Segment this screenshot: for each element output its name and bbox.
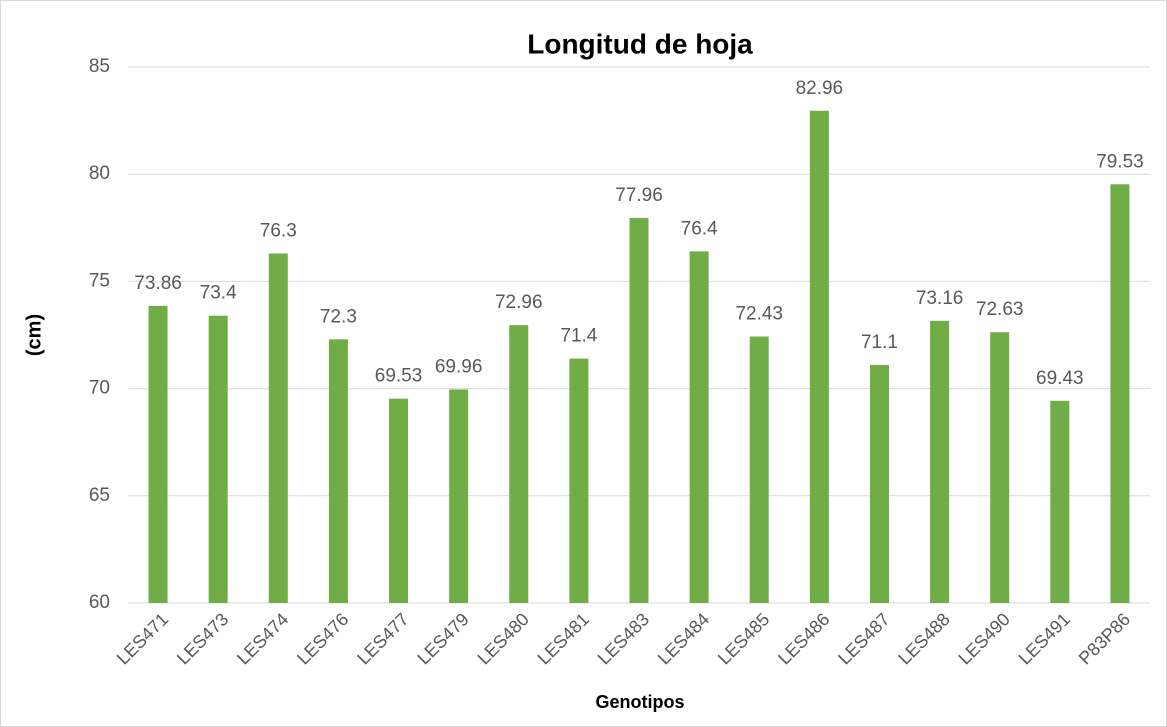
- value-label: 73.4: [200, 283, 237, 304]
- value-label: 76.4: [681, 218, 718, 239]
- bar: [990, 332, 1010, 603]
- chart-title: Longitud de hoja: [527, 28, 753, 59]
- bar: [328, 339, 348, 603]
- value-label: 71.1: [861, 332, 898, 353]
- x-axis-label: Genotipos: [596, 692, 685, 712]
- value-label: 71.4: [560, 326, 597, 347]
- y-tick-label: 80: [89, 163, 110, 184]
- bar: [208, 315, 228, 603]
- bar: [148, 305, 168, 603]
- bar: [449, 389, 469, 603]
- y-tick-label: 85: [89, 56, 110, 77]
- value-label: 72.63: [976, 299, 1024, 320]
- value-label: 69.53: [375, 366, 423, 387]
- value-label: 79.53: [1096, 151, 1144, 172]
- value-label: 82.96: [796, 78, 844, 99]
- value-label: 69.43: [1036, 368, 1084, 389]
- bar: [930, 320, 950, 603]
- bar: [1050, 400, 1070, 603]
- y-tick-label: 70: [89, 378, 110, 399]
- bar: [569, 358, 589, 603]
- bar: [809, 110, 829, 603]
- bar: [689, 251, 709, 603]
- y-tick-label: 75: [89, 270, 110, 291]
- bar: [509, 325, 529, 603]
- bar: [749, 336, 769, 603]
- value-label: 69.96: [435, 356, 483, 377]
- y-axis-label: (cm): [23, 314, 45, 356]
- bar: [629, 217, 649, 603]
- y-tick-label: 60: [89, 592, 110, 613]
- y-tick-label: 65: [89, 485, 110, 506]
- bar: [389, 398, 409, 603]
- value-label: 73.16: [916, 288, 964, 309]
- bar: [1110, 184, 1130, 603]
- value-label: 72.96: [495, 292, 543, 313]
- bar: [268, 253, 288, 603]
- value-label: 76.3: [260, 221, 297, 242]
- value-label: 73.86: [134, 273, 182, 294]
- bar: [869, 365, 889, 603]
- value-label: 72.43: [735, 304, 783, 325]
- value-label: 72.3: [320, 306, 357, 327]
- value-label: 77.96: [615, 185, 663, 206]
